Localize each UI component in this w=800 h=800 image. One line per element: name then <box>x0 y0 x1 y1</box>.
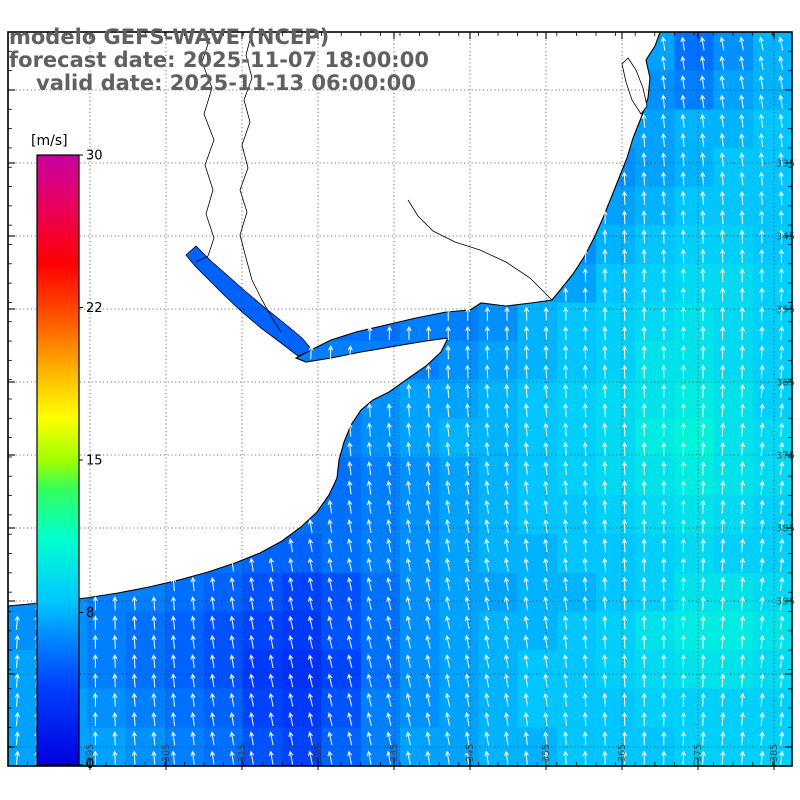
colorbar-tick-label: 8 <box>86 606 94 621</box>
bottom-edge-label: 325 <box>313 744 324 762</box>
wind-direction-arrows <box>14 36 785 765</box>
colorbar-tick-label: 22 <box>86 301 103 316</box>
title-block: modelo GEFS-WAVE (NCEP) forecast date: 2… <box>9 26 429 95</box>
right-edge-label: 395 <box>776 597 795 608</box>
graticule <box>8 32 792 766</box>
bottom-edge-label: 305 <box>161 744 172 762</box>
rio-de-la-plata-estuary <box>185 245 313 357</box>
coastal-lagoon <box>621 57 648 115</box>
landmass <box>7 31 661 607</box>
bottom-edge-label: 345 <box>465 744 476 762</box>
bottom-edge-label: 315 <box>237 744 248 762</box>
map-frame <box>7 31 793 770</box>
right-edge-label: 365 <box>776 378 795 389</box>
right-edge-label: 385 <box>776 524 795 535</box>
bottom-axis-labels: 295 305 315 325 335 345 355 365 375 385 <box>85 744 780 762</box>
bottom-edge-label: 365 <box>617 744 628 762</box>
right-axis-labels: 335 345 355 365 375 385 395 <box>776 159 795 608</box>
colorbar-tick-label: 15 <box>86 454 103 469</box>
bottom-edge-label: 295 <box>85 744 96 762</box>
rivers <box>195 31 553 333</box>
model-title: modelo GEFS-WAVE (NCEP) <box>9 25 330 49</box>
bottom-edge-label: 375 <box>693 744 704 762</box>
bottom-edge-label: 355 <box>541 744 552 762</box>
right-edge-label: 375 <box>776 451 795 462</box>
forecast-date: forecast date: 2025-11-07 18:00:00 <box>9 48 429 72</box>
bottom-edge-label: 385 <box>769 744 780 762</box>
colorbar-unit-label: [m/s] <box>31 133 68 149</box>
bottom-edge-label: 335 <box>389 744 400 762</box>
right-edge-label: 345 <box>776 232 795 243</box>
right-edge-label: 335 <box>776 159 795 170</box>
colorbar-tick-label: 30 <box>86 149 103 164</box>
valid-date: valid date: 2025-11-13 06:00:00 <box>36 71 416 95</box>
right-edge-label: 355 <box>776 305 795 316</box>
